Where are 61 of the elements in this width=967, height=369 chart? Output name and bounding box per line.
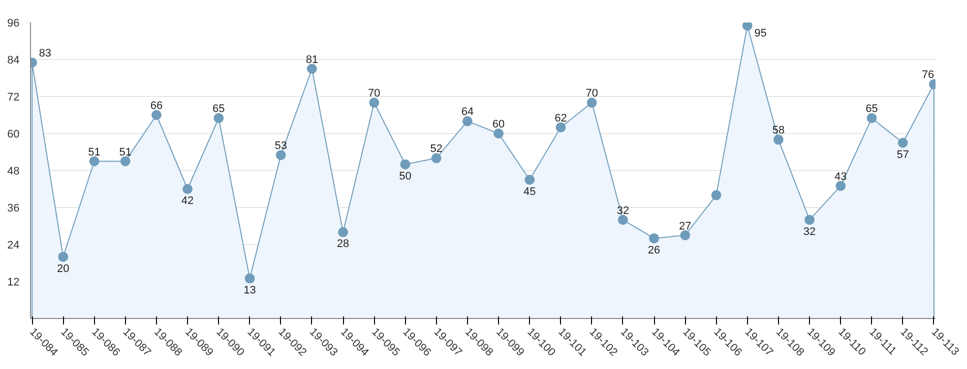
point — [494, 128, 504, 138]
point — [773, 134, 784, 145]
data-label: 83 — [39, 48, 52, 60]
y-tick-label: 36 — [7, 202, 20, 214]
data-label: 57 — [896, 148, 909, 161]
point — [276, 150, 286, 160]
data-label: 51 — [88, 146, 100, 158]
data-label: 62 — [554, 112, 567, 124]
point — [524, 174, 535, 185]
data-label: 42 — [181, 195, 194, 207]
point — [680, 230, 690, 240]
point — [182, 184, 193, 194]
data-label: 50 — [399, 170, 412, 182]
point — [120, 156, 130, 166]
data-label: 45 — [524, 186, 536, 198]
data-label: 64 — [461, 106, 474, 118]
data-label: 76 — [922, 69, 934, 82]
y-tick-label: 12 — [7, 276, 20, 288]
data-label: 52 — [430, 143, 442, 156]
point — [618, 214, 628, 225]
point — [836, 180, 846, 191]
data-label: 28 — [336, 238, 350, 250]
point — [804, 214, 815, 225]
point — [306, 64, 317, 74]
data-label: 81 — [306, 54, 318, 66]
point — [586, 98, 597, 108]
point — [742, 22, 752, 31]
point — [649, 233, 660, 244]
data-label: 32 — [803, 226, 816, 238]
data-label: 26 — [648, 244, 660, 256]
y-tick-label: 84 — [7, 54, 20, 66]
data-label: 70 — [368, 88, 380, 100]
y-tick-label: 60 — [7, 128, 20, 140]
data-label: 20 — [57, 262, 70, 275]
point — [866, 113, 877, 124]
data-label: 13 — [244, 284, 256, 296]
y-tick-label: 96 — [7, 18, 20, 30]
point — [151, 110, 162, 120]
point — [462, 116, 472, 126]
point — [431, 153, 442, 164]
data-label: 70 — [586, 88, 598, 100]
point — [711, 190, 722, 200]
data-label: 27 — [679, 220, 692, 232]
point — [338, 227, 348, 238]
data-label: 51 — [119, 146, 132, 158]
data-label: 65 — [212, 103, 225, 116]
point — [898, 138, 908, 148]
data-label: 95 — [754, 28, 767, 40]
point — [89, 156, 100, 166]
point — [58, 252, 68, 262]
data-label: 66 — [150, 100, 163, 112]
y-tick-label: 48 — [7, 166, 20, 178]
y-tick-label: 72 — [7, 92, 20, 104]
y-tick-label: 24 — [7, 240, 20, 252]
point — [214, 113, 224, 124]
point — [556, 122, 566, 132]
data-label: 65 — [866, 103, 878, 116]
point — [369, 98, 380, 108]
data-label: 60 — [492, 118, 505, 130]
point — [244, 273, 255, 284]
point — [400, 159, 410, 170]
